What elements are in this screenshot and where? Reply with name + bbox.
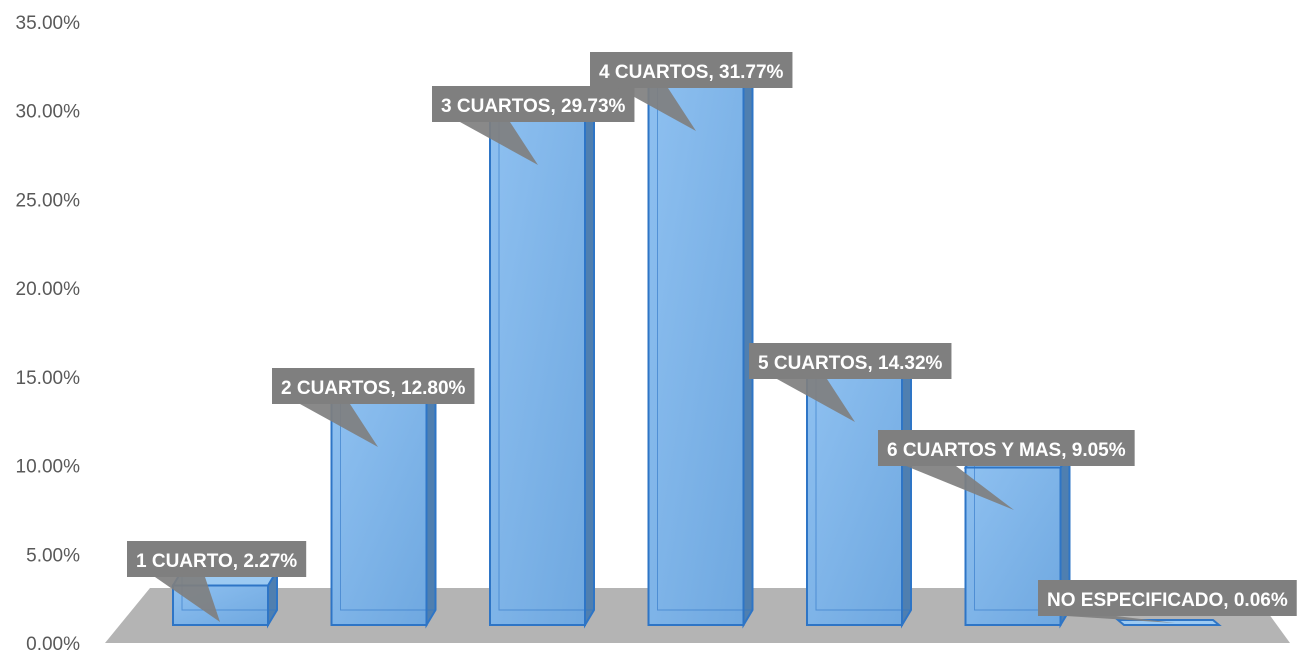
y-axis-ticks: 0.00% 5.00% 10.00% 15.00% 20.00% 25.00% 30.00%… [16, 13, 81, 652]
callout-box [590, 52, 793, 88]
y-tick-label: 5.00% [26, 545, 80, 566]
bar-side [425, 383, 437, 629]
data-label-text: 3 CUARTOS, 29.73% [441, 96, 626, 117]
data-label: 1 CUARTO, 2.27% [127, 541, 307, 622]
bar-front [806, 374, 903, 626]
bar-side [584, 89, 595, 629]
bar [646, 53, 755, 629]
callout-box [1038, 580, 1297, 616]
callout-pointer [906, 466, 1014, 510]
bar-front [172, 584, 269, 627]
data-labels: 1 CUARTO, 2.27% 2 CUARTOS, 12.80% 3 CUARTO… [127, 52, 1297, 623]
data-label-text: 5 CUARTOS, 14.32% [758, 353, 943, 374]
bar-back-edge [815, 360, 911, 611]
data-label: 4 CUARTOS, 31.77% [590, 52, 793, 131]
callout-pointer [460, 122, 538, 165]
data-label: 2 CUARTOS, 12.80% [272, 368, 475, 447]
bar [329, 383, 438, 629]
callout-pointer [155, 577, 220, 622]
y-tick-label: 25.00% [16, 190, 81, 211]
bar-front [647, 71, 745, 626]
callout-box [272, 368, 475, 404]
data-label-text: 6 CUARTOS Y MAS, 9.05% [887, 440, 1126, 461]
data-label-text: NO ESPECIFICADO, 0.06% [1047, 590, 1288, 611]
data-label: 3 CUARTOS, 29.73% [432, 86, 635, 165]
bar-front [330, 401, 428, 626]
bar-back-edge [340, 387, 436, 611]
bar-back-edge [498, 92, 594, 611]
callout-box [432, 86, 635, 122]
data-label: NO ESPECIFICADO, 0.06% [1038, 580, 1297, 623]
callout-box [127, 541, 307, 577]
bar-back-edge [974, 452, 1070, 611]
bar-front [489, 106, 586, 626]
y-tick-label: 35.00% [16, 13, 81, 34]
callout-pointer [777, 379, 855, 422]
y-tick-label: 15.00% [16, 368, 81, 389]
y-tick-label: 30.00% [16, 102, 81, 123]
bar-side [742, 53, 754, 629]
callout-pointer [618, 88, 696, 131]
bar [488, 89, 596, 629]
callout-pointer [300, 404, 378, 447]
data-label-text: 4 CUARTOS, 31.77% [599, 62, 784, 83]
y-tick-label: 10.00% [16, 457, 81, 478]
callout-box [749, 343, 952, 379]
bar [805, 357, 913, 629]
data-label-text: 2 CUARTOS, 12.80% [281, 378, 466, 399]
bars [171, 53, 1222, 629]
callout-box [878, 430, 1135, 466]
bar-back-edge [657, 57, 753, 611]
y-tick-label: 20.00% [16, 279, 81, 300]
data-label-text: 1 CUARTO, 2.27% [136, 551, 297, 572]
data-label: 6 CUARTOS Y MAS, 9.05% [878, 430, 1135, 510]
callout-pointer [1066, 616, 1175, 623]
data-label: 5 CUARTOS, 14.32% [749, 343, 952, 422]
y-tick-label: 0.00% [26, 634, 80, 652]
bar-side [901, 357, 912, 629]
